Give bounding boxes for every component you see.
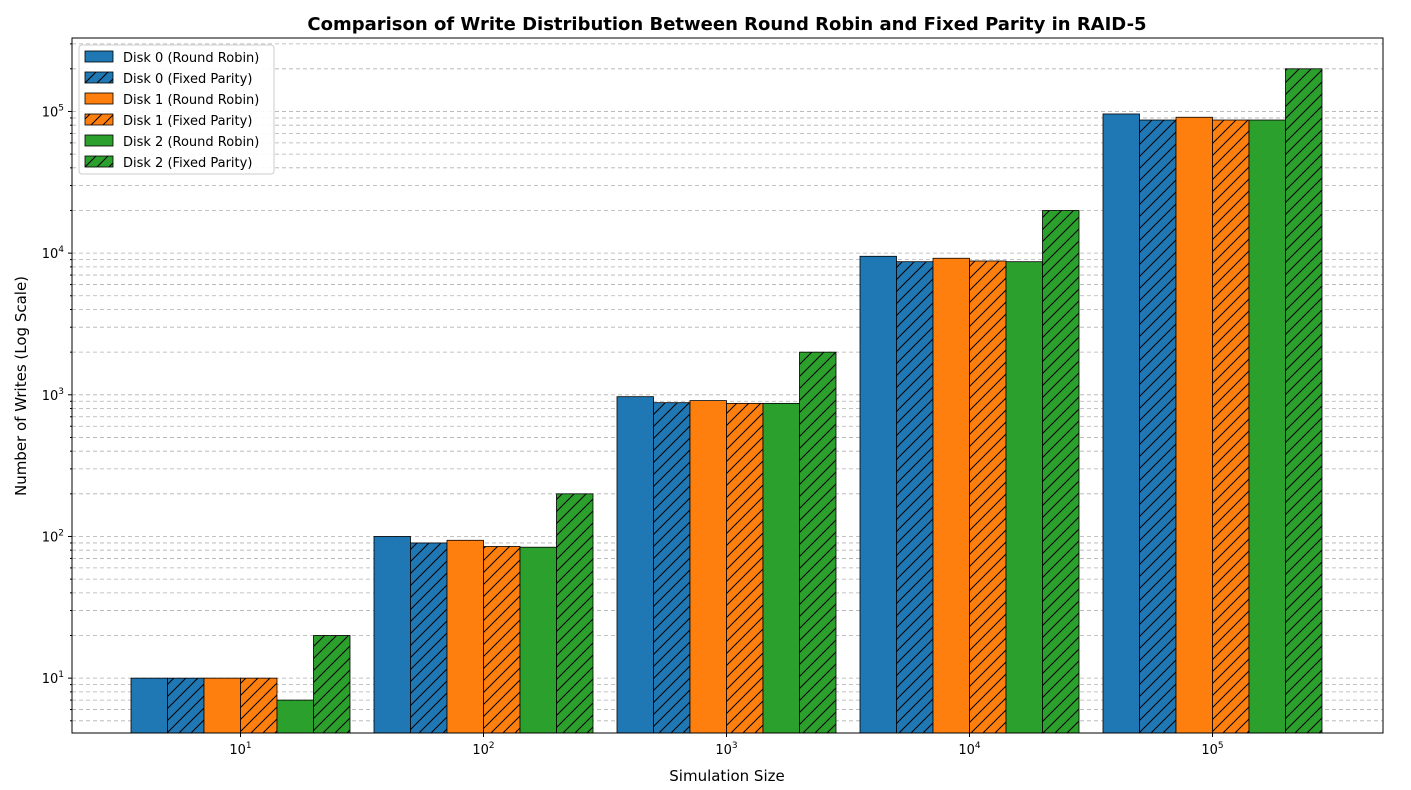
y-axis-label: Number of Writes (Log Scale) — [12, 276, 30, 496]
bar — [1042, 210, 1080, 734]
legend: Disk 0 (Round Robin) Disk 0 (Fixed Parity… — [78, 44, 275, 175]
legend-item: Disk 0 (Round Robin) — [84, 50, 259, 66]
legend-item: Disk 0 (Fixed Parity) — [84, 71, 252, 87]
bar — [276, 699, 314, 734]
bar — [446, 539, 484, 734]
bar — [859, 255, 897, 734]
y-axis-ticks: 101 102 103 104 105 — [42, 43, 72, 722]
legend-item: Disk 1 (Round Robin) — [84, 92, 259, 108]
legend-label: Disk 0 (Fixed Parity) — [123, 72, 252, 87]
x-tick-label: 101 — [229, 741, 251, 758]
legend-swatch — [84, 134, 114, 147]
legend-label: Disk 1 (Fixed Parity) — [123, 114, 252, 129]
bar — [373, 536, 411, 734]
bar — [969, 260, 1007, 734]
bar — [556, 493, 594, 734]
y-tick-label: 105 — [42, 103, 64, 120]
bar — [240, 677, 278, 734]
bar — [483, 546, 521, 734]
legend-item: Disk 2 (Fixed Parity) — [84, 155, 252, 171]
legend-label: Disk 1 (Round Robin) — [123, 93, 259, 108]
legend-swatch — [84, 155, 114, 168]
legend-swatch — [84, 113, 114, 126]
bar — [1175, 116, 1213, 734]
bar — [1285, 68, 1323, 734]
legend-label: Disk 2 (Round Robin) — [123, 135, 259, 150]
bar — [1005, 261, 1043, 734]
y-tick-label: 101 — [42, 670, 64, 687]
legend-item: Disk 2 (Round Robin) — [84, 134, 259, 150]
bar — [1102, 113, 1140, 734]
bar — [410, 542, 448, 734]
y-tick-label: 102 — [42, 528, 64, 545]
x-tick-label: 103 — [715, 741, 737, 758]
bar — [653, 402, 691, 734]
bar — [1248, 119, 1286, 734]
bar — [616, 396, 654, 734]
x-tick-label: 104 — [958, 741, 981, 758]
bar — [167, 677, 205, 734]
y-tick-label: 103 — [42, 387, 64, 404]
x-axis-label: Simulation Size — [669, 767, 784, 785]
x-tick-label: 105 — [1201, 741, 1223, 758]
x-tick-label: 102 — [472, 741, 494, 758]
legend-swatch — [84, 92, 114, 105]
legend-label: Disk 0 (Round Robin) — [123, 51, 259, 66]
legend-swatch — [84, 71, 114, 84]
bar — [130, 677, 168, 734]
legend-label: Disk 2 (Fixed Parity) — [123, 156, 252, 171]
legend-item: Disk 1 (Fixed Parity) — [84, 113, 252, 129]
bar — [203, 677, 241, 734]
bar — [1139, 119, 1177, 734]
bar — [313, 635, 351, 734]
plot-frame — [71, 37, 1384, 734]
legend-box — [78, 44, 275, 175]
bars — [130, 68, 1323, 734]
bar — [689, 400, 727, 734]
x-axis-ticks: 101 102 103 104 105 — [229, 733, 1224, 758]
legend-swatch — [84, 50, 114, 63]
bar — [932, 257, 970, 734]
bar — [762, 402, 800, 734]
bar — [896, 261, 934, 734]
bar — [726, 402, 764, 734]
bar — [1212, 119, 1250, 734]
bar — [519, 546, 557, 734]
bar — [799, 351, 837, 734]
chart-title: Comparison of Write Distribution Between… — [307, 14, 1146, 35]
y-tick-label: 104 — [42, 245, 65, 262]
